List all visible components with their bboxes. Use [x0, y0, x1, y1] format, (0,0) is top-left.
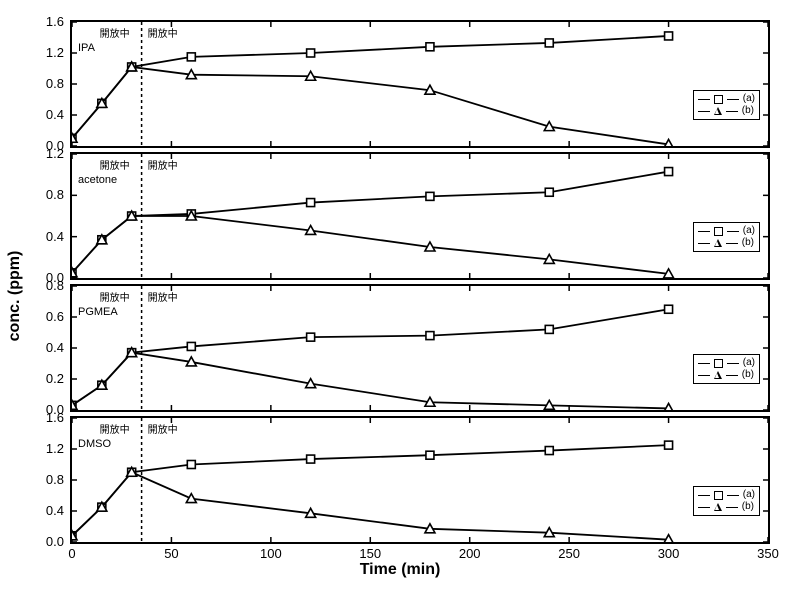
legend-item-a: (a) — [698, 357, 755, 369]
x-tick-label: 350 — [756, 546, 780, 561]
panel-PGMEA: 0.00.20.40.60.8PGMEA開放中開放中(a)(b) — [70, 284, 770, 412]
y-tick-label: 0.8 — [46, 187, 64, 202]
panel-DMSO: 0.00.40.81.21.6050100150200250300350DMSO… — [70, 416, 770, 544]
square-marker-icon — [714, 95, 723, 104]
y-tick-label: 1.2 — [46, 146, 64, 161]
x-tick-label: 200 — [458, 546, 482, 561]
phase-label-left: 開放中 — [100, 25, 130, 40]
triangle-marker-icon — [714, 371, 722, 379]
legend: (a)(b) — [693, 222, 760, 252]
y-tick-label: 0.8 — [46, 278, 64, 293]
legend: (a)(b) — [693, 354, 760, 384]
y-tick-label: 0.4 — [46, 503, 64, 518]
square-marker-icon — [714, 359, 723, 368]
phase-label-right: 開放中 — [148, 289, 178, 304]
legend-item-b: (b) — [698, 369, 755, 381]
square-marker-icon — [714, 491, 723, 500]
compound-label: acetone — [78, 174, 117, 186]
compound-label: DMSO — [78, 438, 111, 450]
phase-label-left: 開放中 — [100, 289, 130, 304]
legend: (a)(b) — [693, 486, 760, 516]
legend-label-b: (b) — [742, 501, 754, 513]
panel-IPA: 0.00.40.81.21.6IPA開放中開放中(a)(b) — [70, 20, 770, 148]
phase-label-right: 開放中 — [148, 157, 178, 172]
square-marker-icon — [714, 227, 723, 236]
x-tick-label: 150 — [358, 546, 382, 561]
legend-item-b: (b) — [698, 501, 755, 513]
triangle-marker-icon — [714, 239, 722, 247]
legend-item-a: (a) — [698, 489, 755, 501]
legend-label-a: (a) — [743, 93, 755, 105]
legend-item-a: (a) — [698, 93, 755, 105]
compound-label: PGMEA — [78, 306, 118, 318]
x-tick-label: 100 — [259, 546, 283, 561]
y-tick-label: 1.2 — [46, 441, 64, 456]
chart-container: conc. (ppm) Time (min) 0.00.40.81.21.6IP… — [10, 10, 790, 581]
y-tick-label: 0.8 — [46, 76, 64, 91]
legend-item-b: (b) — [698, 237, 755, 249]
legend-label-a: (a) — [743, 489, 755, 501]
phase-label-left: 開放中 — [100, 157, 130, 172]
plot-svg — [72, 286, 768, 410]
phase-label-right: 開放中 — [148, 25, 178, 40]
legend-label-b: (b) — [742, 105, 754, 117]
legend-label-a: (a) — [743, 357, 755, 369]
plot-svg — [72, 418, 768, 542]
x-tick-label: 50 — [159, 546, 183, 561]
plot-svg — [72, 22, 768, 146]
x-tick-label: 0 — [60, 546, 84, 561]
y-tick-label: 1.6 — [46, 410, 64, 425]
x-tick-label: 300 — [657, 546, 681, 561]
y-tick-label: 0.4 — [46, 107, 64, 122]
legend: (a)(b) — [693, 90, 760, 120]
y-tick-label: 0.8 — [46, 472, 64, 487]
y-tick-label: 0.2 — [46, 371, 64, 386]
triangle-marker-icon — [714, 107, 722, 115]
legend-label-b: (b) — [742, 369, 754, 381]
legend-item-a: (a) — [698, 225, 755, 237]
phase-label-left: 開放中 — [100, 421, 130, 436]
x-axis-label: Time (min) — [360, 561, 441, 579]
legend-label-b: (b) — [742, 237, 754, 249]
phase-label-right: 開放中 — [148, 421, 178, 436]
legend-label-a: (a) — [743, 225, 755, 237]
y-tick-label: 1.6 — [46, 14, 64, 29]
plot-svg — [72, 154, 768, 278]
triangle-marker-icon — [714, 503, 722, 511]
y-axis-label: conc. (ppm) — [6, 250, 24, 341]
panel-acetone: 0.00.40.81.2acetone開放中開放中(a)(b) — [70, 152, 770, 280]
compound-label: IPA — [78, 42, 95, 54]
y-tick-label: 0.4 — [46, 340, 64, 355]
y-tick-label: 1.2 — [46, 45, 64, 60]
y-tick-label: 0.4 — [46, 229, 64, 244]
legend-item-b: (b) — [698, 105, 755, 117]
x-tick-label: 250 — [557, 546, 581, 561]
y-tick-label: 0.6 — [46, 309, 64, 324]
